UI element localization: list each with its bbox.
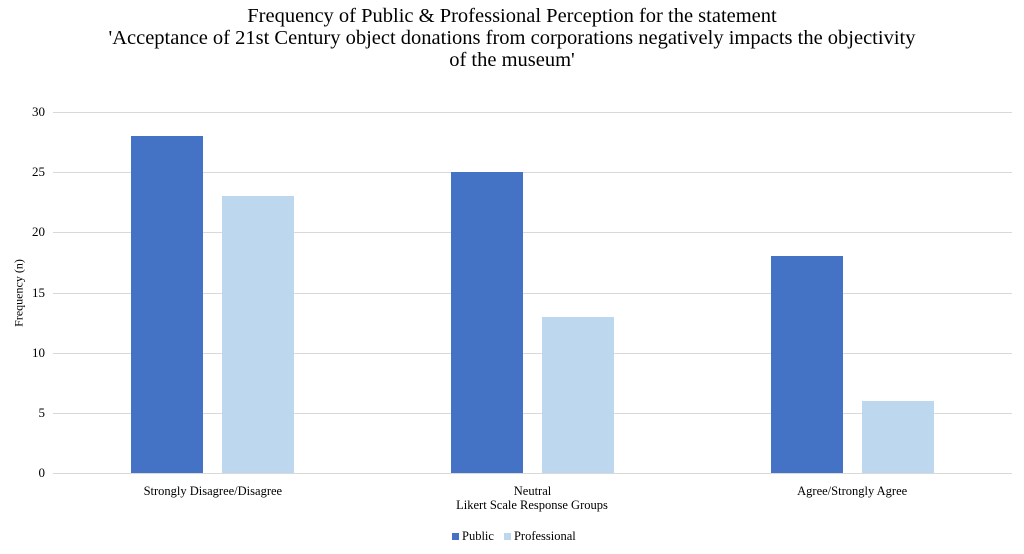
legend-label: Professional — [513, 529, 576, 543]
x-axis-label: Likert Scale Response Groups — [456, 498, 608, 512]
title-line-3: of the museum' — [449, 49, 575, 71]
y-tick-label: 5 — [38, 404, 46, 420]
y-tick-label: 15 — [32, 284, 45, 300]
bar-public-0 — [131, 136, 204, 473]
bar-public-1 — [451, 172, 523, 473]
legend-swatch-icon — [452, 533, 459, 540]
plot-area — [53, 112, 1012, 474]
bar-public-2 — [770, 256, 843, 473]
bar-professional-2 — [861, 400, 934, 473]
x-tick-label: Agree/Strongly Agree — [797, 484, 908, 498]
legend-item-professional: Professional — [503, 529, 576, 544]
gridline — [53, 473, 1012, 474]
y-tick-label: 10 — [32, 344, 45, 360]
y-tick-label: 0 — [38, 465, 46, 480]
gridline — [53, 352, 1012, 354]
y-tick-label: 25 — [32, 164, 45, 180]
bar-professional-0 — [222, 196, 295, 473]
legend: Public Professional — [452, 529, 576, 544]
gridline — [53, 112, 1012, 113]
gridline — [53, 292, 1012, 294]
chart-title: Frequency of Public & Professional Perce… — [0, 5, 1024, 71]
bar-professional-1 — [542, 316, 614, 473]
y-tick-label: 30 — [32, 104, 45, 119]
title-line-1: Frequency of Public & Professional Perce… — [247, 5, 777, 27]
legend-swatch-icon — [503, 533, 511, 540]
gridline — [53, 232, 1012, 234]
legend-label: Public — [462, 529, 494, 543]
x-tick-label: Strongly Disagree/Disagree — [143, 484, 283, 498]
gridline — [53, 412, 1012, 414]
y-tick-label: 20 — [32, 224, 45, 240]
title-line-2: 'Acceptance of 21st Century object donat… — [108, 27, 916, 49]
gridline — [53, 172, 1012, 174]
x-tick-label: Neutral — [513, 484, 552, 498]
legend-item-public: Public — [452, 529, 494, 544]
